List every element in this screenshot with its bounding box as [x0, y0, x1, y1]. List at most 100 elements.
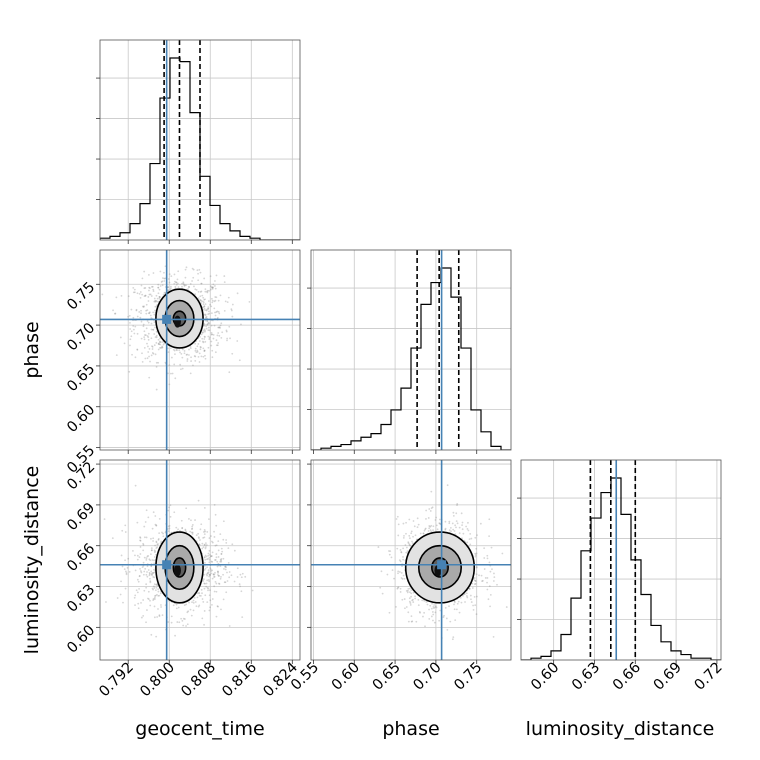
scatter-point: [470, 598, 472, 601]
scatter-point: [188, 354, 190, 356]
scatter-point: [424, 527, 427, 530]
scatter-point: [145, 558, 148, 561]
scatter-point: [194, 601, 197, 603]
scatter-point: [444, 606, 447, 609]
scatter-point: [199, 299, 202, 302]
scatter-point: [150, 322, 153, 325]
scatter-point: [453, 601, 456, 604]
scatter-point: [188, 518, 190, 520]
histogram-step-geocent_time: [100, 57, 300, 240]
scatter-point: [141, 293, 144, 296]
scatter-point: [231, 315, 234, 318]
scatter-point: [448, 529, 451, 532]
scatter-point: [143, 556, 146, 559]
scatter-point: [150, 573, 153, 576]
scatter-point: [221, 550, 224, 553]
scatter-point: [215, 553, 218, 555]
scatter-point: [157, 590, 160, 593]
density-peak: [173, 564, 181, 577]
scatter-point: [155, 341, 158, 344]
scatter-point: [162, 277, 164, 279]
scatter-point: [174, 280, 176, 283]
scatter-point: [207, 307, 210, 310]
scatter-point: [157, 292, 160, 295]
scatter-point: [208, 558, 211, 561]
scatter-point: [452, 515, 455, 517]
scatter-point: [203, 536, 206, 539]
scatter-point: [204, 594, 207, 597]
scatter-point: [152, 571, 154, 574]
scatter-point: [236, 576, 239, 578]
scatter-point: [207, 313, 210, 316]
scatter-point: [228, 371, 231, 374]
scatter-point: [204, 542, 207, 545]
scatter-point: [429, 529, 432, 532]
scatter-point: [115, 296, 118, 299]
scatter-point: [204, 530, 207, 533]
scatter-point: [204, 314, 207, 317]
scatter-point: [157, 361, 160, 364]
y-tick-label: 0.75: [64, 279, 98, 313]
scatter-point: [222, 598, 225, 601]
scatter-point: [395, 518, 398, 520]
scatter-point: [116, 597, 119, 599]
scatter-point: [163, 342, 166, 345]
scatter-point: [430, 607, 433, 610]
scatter-point: [200, 290, 203, 293]
scatter-point: [444, 520, 447, 523]
scatter-point: [191, 533, 194, 535]
scatter-point: [139, 296, 142, 299]
scatter-point: [149, 360, 151, 363]
scatter-point: [196, 596, 199, 599]
scatter-point: [225, 539, 228, 541]
scatter-point: [211, 356, 214, 359]
scatter-point: [217, 570, 219, 573]
scatter-point: [202, 329, 205, 332]
scatter-point: [152, 288, 155, 291]
scatter-point: [490, 546, 493, 549]
scatter-point: [190, 360, 192, 362]
scatter-point: [221, 331, 224, 334]
y-tick-label: 0.66: [64, 541, 98, 575]
scatter-point: [142, 614, 145, 617]
scatter-point: [219, 558, 222, 561]
scatter-point: [202, 324, 205, 327]
scatter-point: [209, 567, 212, 569]
scatter-point: [182, 617, 185, 620]
scatter-point: [240, 590, 243, 593]
scatter-point: [208, 609, 211, 612]
scatter-point: [209, 554, 211, 556]
scatter-point: [148, 312, 151, 315]
scatter-point: [152, 290, 155, 293]
scatter-point: [186, 360, 189, 362]
scatter-point: [154, 299, 157, 302]
scatter-point: [158, 614, 161, 617]
scatter-point: [408, 518, 411, 521]
scatter-point: [206, 290, 208, 293]
scatter-point: [484, 577, 487, 579]
scatter-point: [481, 579, 484, 582]
scatter-point: [173, 273, 176, 276]
scatter-point: [184, 529, 187, 532]
panel-border: [310, 249, 512, 451]
scatter-point: [389, 550, 392, 552]
scatter-point: [204, 336, 206, 338]
scatter-point: [222, 557, 225, 560]
scatter-point: [143, 589, 146, 592]
scatter-point: [158, 341, 161, 344]
scatter-point: [217, 556, 220, 558]
scatter-point: [139, 546, 142, 548]
scatter-point: [151, 351, 154, 354]
scatter-point: [401, 578, 404, 580]
scatter-point: [153, 551, 156, 554]
scatter-point: [214, 513, 217, 516]
scatter-point: [452, 528, 455, 531]
scatter-point: [159, 337, 161, 340]
scatter-point: [399, 560, 402, 563]
scatter-point: [231, 303, 234, 306]
scatter-point: [204, 313, 207, 316]
scatter-point: [177, 286, 180, 288]
scatter-point: [215, 274, 218, 277]
scatter-point: [144, 521, 147, 523]
scatter-point: [431, 602, 433, 605]
